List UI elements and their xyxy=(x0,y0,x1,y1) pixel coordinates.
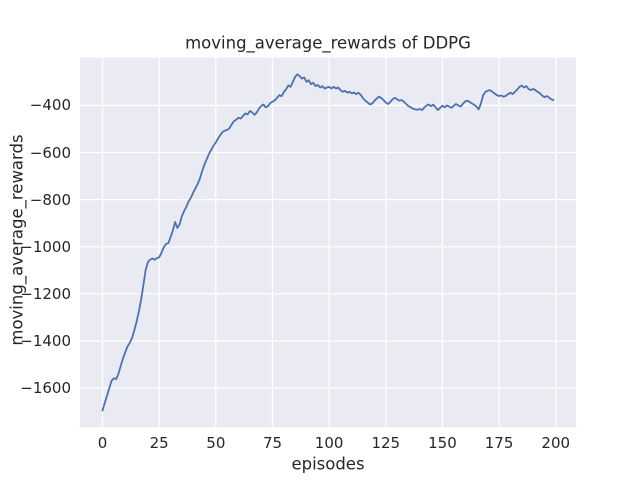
x-tick-label: 175 xyxy=(484,434,514,452)
y-tick-label: −1000 xyxy=(20,237,71,256)
y-tick-label: −1400 xyxy=(20,331,71,350)
x-tick-label: 50 xyxy=(206,434,226,452)
y-tick-label: −600 xyxy=(29,143,71,162)
y-tick-label: −400 xyxy=(29,96,71,115)
chart-title: moving_average_rewards of DDPG xyxy=(185,33,471,53)
y-tick-label: −800 xyxy=(29,190,71,209)
data-line-moving_average_rewards xyxy=(101,73,555,412)
x-tick-label: 100 xyxy=(314,434,344,452)
x-tick-label: 75 xyxy=(262,434,283,452)
x-tick-label: 25 xyxy=(149,434,169,452)
y-tick-label: −1200 xyxy=(20,284,71,303)
x-tick-label: 125 xyxy=(371,434,401,452)
y-tick-label: −1600 xyxy=(20,379,71,398)
x-tick-label: 0 xyxy=(97,434,108,452)
plot-area xyxy=(80,57,576,428)
x-tick-label: 200 xyxy=(541,434,571,452)
x-axis-label: episodes xyxy=(291,454,365,474)
x-tick-label: 150 xyxy=(428,434,457,452)
